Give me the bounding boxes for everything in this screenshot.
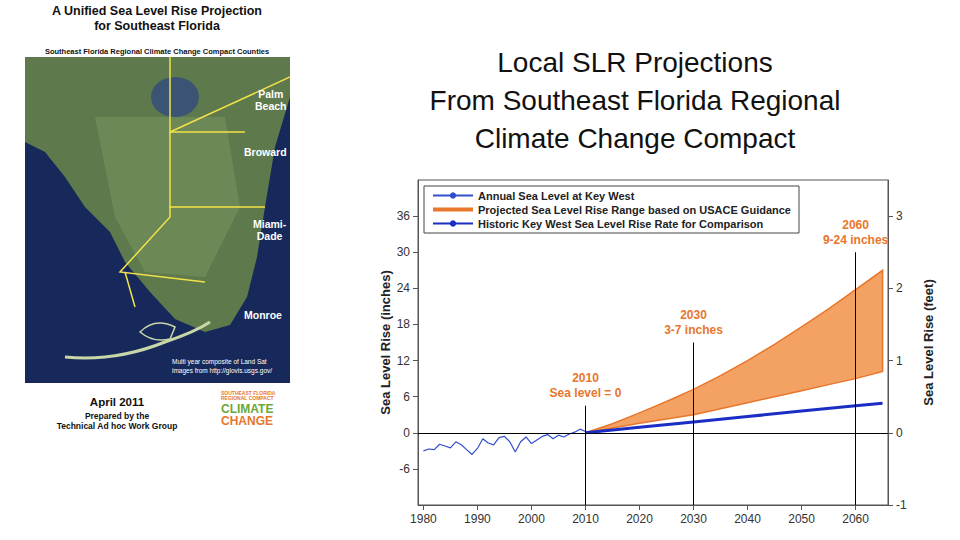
svg-text:2030: 2030 [680, 512, 707, 526]
html-text:Multi year composite of Land S: Multi year composite of Land Sat [172, 358, 267, 365]
html-text:Prepared by the: Prepared by the [84, 411, 150, 421]
html-text:Local SLR Projections: Local SLR Projections [497, 47, 773, 78]
html-text:Dade: Dade [256, 230, 283, 242]
html-text:SOUTHEAST FLORIDA: SOUTHEAST FLORIDA [221, 390, 276, 396]
html-text:REGIONAL COMPACT: REGIONAL COMPACT [221, 395, 274, 401]
svg-text:Sea level = 0: Sea level = 0 [550, 386, 622, 400]
html-text:April 2011: April 2011 [89, 396, 145, 408]
svg-text:Sea Level Rise (feet): Sea Level Rise (feet) [921, 279, 936, 405]
svg-text:2030: 2030 [680, 308, 707, 322]
html-text:Southeast Florida Regional Cli: Southeast Florida Regional Climate Chang… [44, 47, 270, 56]
html-text:CLIMATE: CLIMATE [221, 402, 274, 416]
svg-text:1980: 1980 [410, 512, 437, 526]
svg-text:2050: 2050 [788, 512, 815, 526]
svg-text:Historic Key West Sea Level Ri: Historic Key West Sea Level Rise Rate fo… [478, 218, 764, 230]
html-text:Palm: Palm [258, 88, 284, 100]
svg-text:12: 12 [397, 354, 411, 368]
html-text:Miami-: Miami- [253, 218, 287, 230]
svg-text:3-7 inches: 3-7 inches [664, 323, 723, 337]
html-text:From Southeast Florida Regiona: From Southeast Florida Regional [429, 85, 841, 116]
svg-text:9-24 inches: 9-24 inches [823, 233, 889, 247]
svg-text:2060: 2060 [842, 512, 869, 526]
svg-text:2010: 2010 [572, 371, 599, 385]
html-text:images from http://glovis.usgs: images from http://glovis.usgs.gov/ [172, 367, 273, 374]
svg-text:1: 1 [896, 354, 903, 368]
svg-text:2040: 2040 [734, 512, 761, 526]
svg-text:0: 0 [403, 426, 410, 440]
svg-text:24: 24 [397, 281, 411, 295]
svg-text:30: 30 [397, 245, 411, 259]
svg-text:36: 36 [397, 209, 411, 223]
svg-text:2020: 2020 [626, 512, 653, 526]
html-text:CHANGE: CHANGE [221, 414, 273, 428]
html-text:Climate Change Compact: Climate Change Compact [474, 123, 796, 154]
svg-text:2000: 2000 [518, 512, 545, 526]
html-text:A Unified Sea Level Rise Proje: A Unified Sea Level Rise Projection [52, 4, 262, 18]
svg-text:6: 6 [403, 390, 410, 404]
html-text:Broward: Broward [244, 146, 287, 158]
svg-text:2: 2 [896, 281, 903, 295]
svg-text:18: 18 [397, 317, 411, 331]
html-text:Monroe: Monroe [244, 309, 282, 321]
svg-text:2060: 2060 [842, 218, 869, 232]
html-text:Technical Ad hoc Work Group: Technical Ad hoc Work Group [56, 421, 178, 431]
svg-text:Projected Sea Level Rise Range: Projected Sea Level Rise Range based on … [478, 204, 791, 216]
svg-text:2010: 2010 [572, 512, 599, 526]
html-text:Beach: Beach [255, 100, 287, 112]
svg-text:3: 3 [896, 209, 903, 223]
svg-text:-1: -1 [896, 498, 907, 512]
svg-text:1990: 1990 [464, 512, 491, 526]
svg-text:0: 0 [896, 426, 903, 440]
svg-text:Sea Level Rise (inches): Sea Level Rise (inches) [378, 270, 393, 415]
svg-text:-6: -6 [399, 462, 410, 476]
svg-text:Annual Sea Level at Key West: Annual Sea Level at Key West [478, 190, 635, 202]
html-text:for Southeast Florida: for Southeast Florida [94, 19, 220, 33]
